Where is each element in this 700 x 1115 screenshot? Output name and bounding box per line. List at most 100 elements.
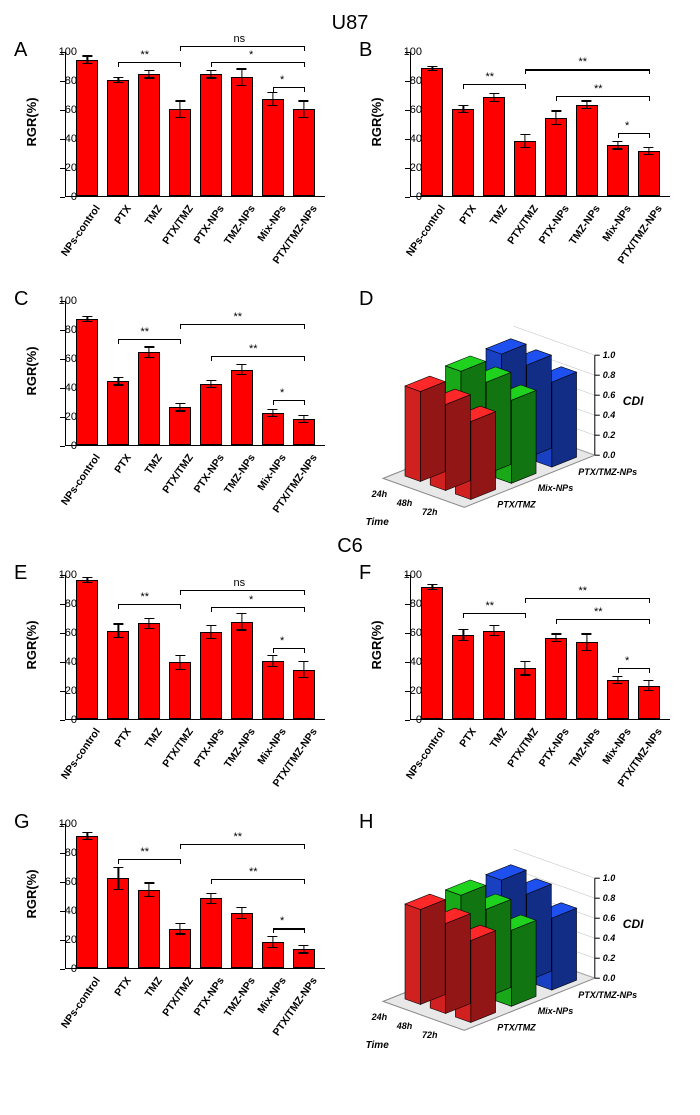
significance-marker: ns <box>234 577 246 589</box>
y-axis-label: RGR(%) <box>24 97 39 146</box>
bar <box>200 898 222 968</box>
significance-marker: ** <box>249 343 258 355</box>
bar-chart-3d: 0.00.20.40.60.81.0CDI24h48h72hTimePTX/TM… <box>355 286 685 531</box>
svg-text:PTX/TMZ: PTX/TMZ <box>497 499 536 509</box>
svg-text:0.8: 0.8 <box>603 893 616 903</box>
significance-marker: ** <box>579 56 588 68</box>
panel-B: BRGR(%)020406080100*******NPs-controlPTX… <box>355 37 690 282</box>
y-axis-label: RGR(%) <box>24 620 39 669</box>
bar <box>452 635 474 719</box>
significance-marker: ** <box>141 846 150 858</box>
svg-text:0.0: 0.0 <box>603 973 616 983</box>
bar <box>514 141 536 196</box>
panel-C: CRGR(%)020406080100*******NPs-controlPTX… <box>10 286 345 531</box>
svg-text:CDI: CDI <box>623 394 644 408</box>
svg-text:24h: 24h <box>371 489 388 499</box>
bar <box>545 118 567 196</box>
bar <box>293 670 315 719</box>
x-tick-label: Mix-NPs <box>255 975 289 1016</box>
x-tick-label: Mix-NPs <box>600 726 634 767</box>
significance-marker: * <box>280 387 284 399</box>
bar <box>452 109 474 196</box>
x-tick-label: NPs-control <box>58 452 102 508</box>
bar <box>421 68 443 196</box>
x-tick-label: TMZ <box>142 203 164 228</box>
bar <box>107 80 129 196</box>
bar <box>231 77 253 196</box>
x-tick-label: PTX <box>112 203 134 227</box>
svg-text:0.8: 0.8 <box>603 370 616 380</box>
x-tick-label: NPs-control <box>403 726 447 782</box>
bar-chart: RGR(%)020406080100*******NPs-controlPTXT… <box>10 809 340 1054</box>
x-tick-label: TMZ <box>487 726 509 751</box>
significance-marker: * <box>280 915 284 927</box>
svg-text:1.0: 1.0 <box>603 873 616 883</box>
bar-chart: RGR(%)020406080100**ns**NPs-controlPTXTM… <box>10 560 340 805</box>
x-tick-label: PTX <box>112 975 134 999</box>
x-tick-label: TMZ <box>142 452 164 477</box>
bar <box>231 622 253 719</box>
bar <box>138 74 160 196</box>
y-axis-label: RGR(%) <box>369 620 384 669</box>
svg-text:48h: 48h <box>396 498 413 508</box>
significance-marker: ** <box>579 585 588 597</box>
bar <box>638 151 660 196</box>
bar <box>293 419 315 445</box>
svg-text:48h: 48h <box>396 1021 413 1031</box>
bar <box>231 370 253 445</box>
significance-marker: * <box>249 49 253 61</box>
significance-marker: * <box>280 635 284 647</box>
svg-text:PTX/TMZ: PTX/TMZ <box>497 1022 536 1032</box>
significance-marker: ** <box>486 600 495 612</box>
bar <box>262 942 284 968</box>
bar <box>169 407 191 445</box>
panel-G: GRGR(%)020406080100*******NPs-controlPTX… <box>10 809 345 1054</box>
significance-marker: ** <box>141 49 150 61</box>
significance-marker: ** <box>234 311 243 323</box>
bar <box>576 642 598 719</box>
svg-text:PTX/TMZ-NPs: PTX/TMZ-NPs <box>578 990 637 1000</box>
bar <box>638 686 660 719</box>
bar <box>169 109 191 196</box>
x-tick-label: NPs-control <box>58 726 102 782</box>
bar <box>262 661 284 719</box>
bar-chart-3d: 0.00.20.40.60.81.0CDI24h48h72hTimePTX/TM… <box>355 809 685 1054</box>
bar <box>200 74 222 196</box>
svg-text:PTX/TMZ-NPs: PTX/TMZ-NPs <box>578 467 637 477</box>
panel-row: CRGR(%)020406080100*******NPs-controlPTX… <box>10 286 690 531</box>
x-tick-label: PTX <box>112 726 134 750</box>
bar-chart: RGR(%)020406080100*******NPs-controlPTXT… <box>355 37 685 282</box>
bar <box>262 413 284 445</box>
svg-text:24h: 24h <box>371 1012 388 1022</box>
bar <box>607 145 629 196</box>
bar <box>138 623 160 719</box>
svg-text:0.2: 0.2 <box>603 953 616 963</box>
svg-text:0.6: 0.6 <box>603 390 617 400</box>
panel-F: FRGR(%)020406080100*******NPs-controlPTX… <box>355 560 690 805</box>
svg-text:Time: Time <box>366 1040 390 1051</box>
svg-text:0.4: 0.4 <box>603 933 616 943</box>
bar-chart: RGR(%)020406080100*******NPs-controlPTXT… <box>10 286 340 531</box>
x-tick-label: Mix-NPs <box>255 452 289 493</box>
bar <box>545 638 567 719</box>
bar <box>107 631 129 719</box>
x-tick-label: TMZ <box>142 975 164 1000</box>
bar <box>76 580 98 719</box>
significance-marker: * <box>249 594 253 606</box>
x-tick-label: TMZ <box>487 203 509 228</box>
x-tick-label: Mix-NPs <box>255 726 289 767</box>
bar <box>483 631 505 719</box>
bar <box>262 99 284 196</box>
bar <box>231 913 253 968</box>
bar <box>293 109 315 196</box>
x-tick-label: NPs-control <box>58 203 102 259</box>
panel-row: ERGR(%)020406080100**ns**NPs-controlPTXT… <box>10 560 690 805</box>
svg-text:1.0: 1.0 <box>603 350 616 360</box>
panel-D: D0.00.20.40.60.81.0CDI24h48h72hTimePTX/T… <box>355 286 690 531</box>
svg-text:0.0: 0.0 <box>603 450 616 460</box>
svg-text:Time: Time <box>366 517 390 528</box>
bar <box>483 97 505 196</box>
significance-marker: * <box>280 74 284 86</box>
x-tick-label: PTX <box>457 203 479 227</box>
bar <box>76 60 98 196</box>
